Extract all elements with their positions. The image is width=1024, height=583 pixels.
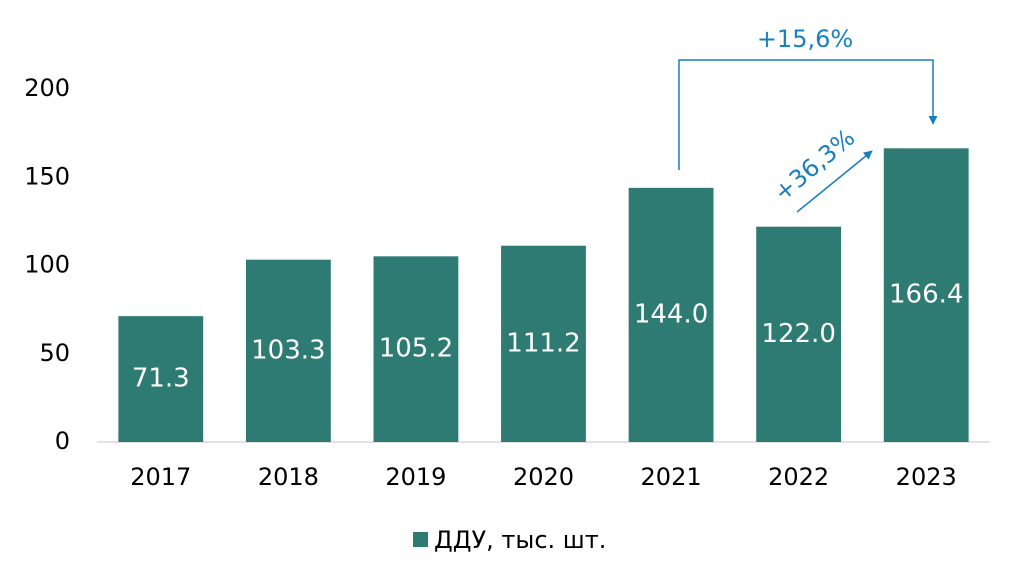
bar	[883, 148, 969, 442]
bar	[245, 259, 331, 442]
x-tick-label: 2022	[768, 463, 829, 491]
value-label: 71.3	[132, 364, 190, 394]
value-label: 111.2	[506, 328, 580, 358]
annotation: +15,6%	[757, 25, 853, 53]
y-tick-label: 150	[24, 162, 70, 190]
value-label: 144.0	[634, 299, 708, 329]
value-label: 122.0	[761, 319, 835, 349]
x-tick-label: 2019	[385, 463, 446, 491]
x-tick-label: 2021	[641, 463, 702, 491]
x-tick-label: 2020	[513, 463, 574, 491]
value-label: 103.3	[251, 335, 325, 365]
legend-label: ДДУ, тыс. шт.	[434, 526, 606, 554]
growth-arrow	[796, 150, 873, 213]
growth-bracket	[678, 59, 938, 170]
bar	[628, 187, 714, 442]
x-tick-label: 2023	[896, 463, 957, 491]
legend-swatch	[413, 532, 428, 547]
y-tick-label: 50	[39, 339, 70, 367]
annotation: +36,3%	[768, 124, 860, 207]
y-tick-label: 100	[24, 251, 70, 279]
value-label: 166.4	[889, 280, 963, 310]
value-label: 105.2	[379, 334, 453, 364]
bar	[118, 316, 204, 442]
y-tick-label: 0	[55, 427, 70, 455]
bar	[756, 226, 842, 442]
bar	[501, 245, 586, 442]
x-tick-label: 2017	[130, 463, 191, 491]
y-tick-label: 200	[24, 74, 70, 102]
x-tick-label: 2018	[258, 463, 319, 491]
bar	[373, 256, 459, 442]
